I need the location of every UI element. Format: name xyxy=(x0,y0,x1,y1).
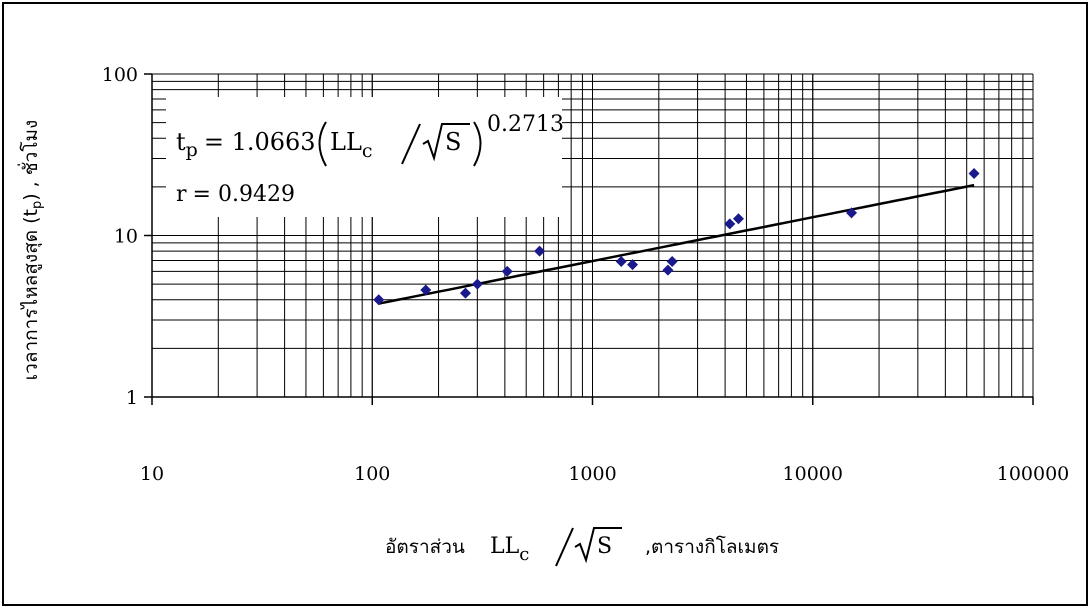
x-tick-label: 100 xyxy=(354,463,390,485)
data-point xyxy=(373,294,385,306)
equation-box xyxy=(166,97,562,217)
xlabel-prefix: อัตราส่วน xyxy=(385,536,465,558)
svg-text:tp= 1.0663: tp = 1.0663 xyxy=(176,128,316,161)
eq-lhs: t xyxy=(176,128,186,156)
data-points xyxy=(373,168,980,306)
svg-text:LLc: LLc xyxy=(490,534,529,565)
axes: 1 10 100 10 100 1000 10000 100000 xyxy=(102,64,1070,485)
eq-equals: = 1.0663 xyxy=(204,128,316,156)
xlabel-sqrt-sign xyxy=(574,527,622,564)
svg-text:เวลาการไหลสูงสุด (tp) , ชั่วโม: เวลาการไหลสูงสุด (tp) , ชั่วโมง xyxy=(17,120,45,381)
x-tick-label: 100000 xyxy=(997,463,1070,485)
ylabel-tail: ) , ชั่วโมง xyxy=(17,120,42,201)
data-point xyxy=(724,218,736,230)
eq-root: S xyxy=(445,128,461,156)
eq-exponent: 0.2713 xyxy=(487,112,564,137)
eq-right-paren xyxy=(473,121,482,167)
data-point xyxy=(627,259,639,271)
xlabel-body: LL xyxy=(490,534,520,559)
x-tick-label: 10000 xyxy=(783,463,843,485)
x-axis-label: อัตราส่วน LLc S ,ตารางกิโลเมตร xyxy=(385,527,779,567)
svg-text:r= 0.9429: r = 0.9429 xyxy=(176,182,295,207)
x-tick-label: 10 xyxy=(140,463,164,485)
eq-left-paren xyxy=(318,121,327,167)
y-axis-label: เวลาการไหลสูงสุด (tp) , ชั่วโมง xyxy=(17,120,45,381)
data-point xyxy=(666,256,678,268)
xlabel-root: S xyxy=(597,534,612,559)
y-tick-label: 1 xyxy=(126,387,138,409)
eq-lhs-sub: p xyxy=(186,139,198,161)
eq-body: LL xyxy=(330,128,362,156)
data-point xyxy=(662,264,674,276)
y-tick-label: 100 xyxy=(102,64,138,86)
data-point xyxy=(615,256,627,268)
data-point xyxy=(534,245,546,257)
xlabel-suffix: ,ตารางกิโลเมตร xyxy=(645,535,779,558)
data-point xyxy=(732,213,744,225)
data-point xyxy=(471,278,483,290)
r-value: = 0.9429 xyxy=(193,182,295,207)
ylabel-sub: p xyxy=(30,201,45,209)
data-point xyxy=(501,265,513,277)
y-tick-label: 10 xyxy=(114,226,138,248)
eq-sqrt-sign xyxy=(422,123,470,162)
xlabel-body-sub: c xyxy=(519,544,529,565)
x-tick-label: 1000 xyxy=(568,463,616,485)
data-point xyxy=(968,168,980,180)
eq-body-sub: c xyxy=(362,140,373,162)
data-point xyxy=(846,207,858,219)
eq-slash xyxy=(401,123,421,165)
xlabel-slash xyxy=(555,527,574,567)
data-point xyxy=(420,284,432,296)
equation-annotation: tp = 1.0663 LLc S 0.2713 r = 0.9429 xyxy=(176,112,564,207)
r-label: r xyxy=(176,182,187,207)
svg-text:LLc: LLc xyxy=(330,128,373,162)
ylabel-main: เวลาการไหลสูงสุด (t xyxy=(20,209,43,380)
data-point xyxy=(459,287,471,299)
